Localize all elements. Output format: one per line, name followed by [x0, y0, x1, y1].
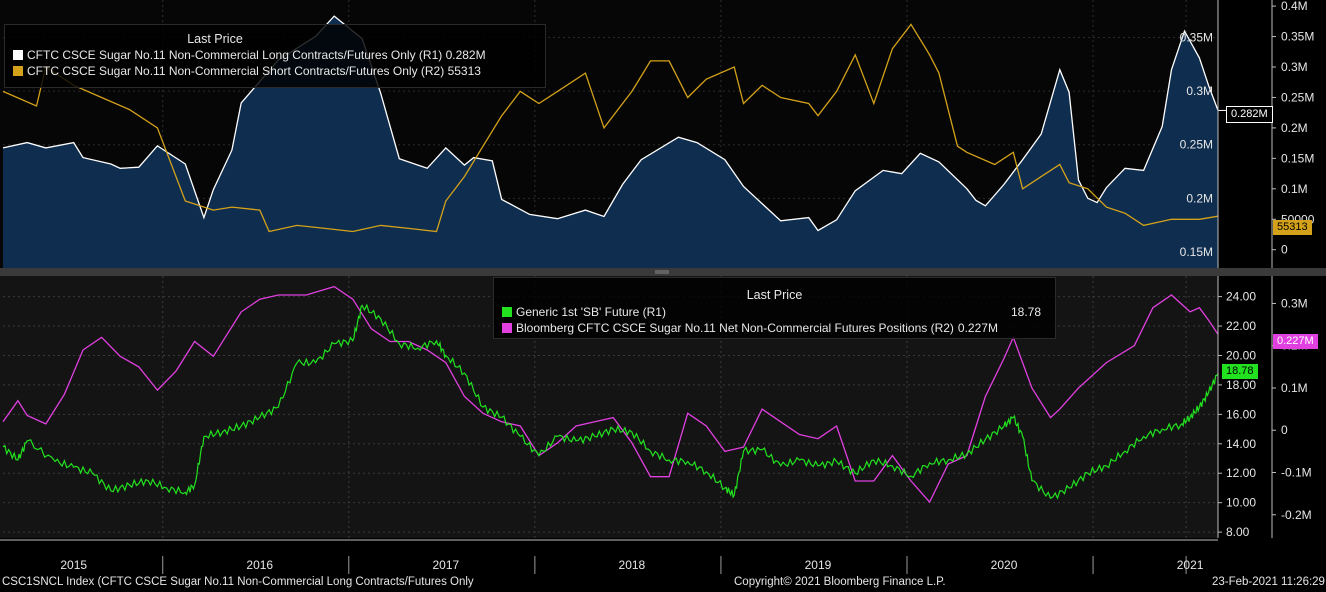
bottom-left-axis-tick: 14.00 — [1226, 437, 1256, 451]
x-axis-year-label: 2018 — [619, 558, 646, 572]
short-swatch — [13, 66, 23, 76]
bottom-left-axis-tick: 8.00 — [1226, 525, 1250, 539]
top-legend-long-text: CFTC CSCE Sugar No.11 Non-Commercial Lon… — [27, 48, 486, 62]
x-axis-year-label: 2015 — [60, 558, 87, 572]
top-right-axis-tick: 0.3M — [1281, 60, 1308, 74]
bottom-left-axis-tick: 10.00 — [1226, 496, 1256, 510]
x-axis-year-label: 2020 — [991, 558, 1018, 572]
net-positions-line — [2, 285, 1219, 504]
panel-divider — [0, 268, 1326, 276]
top-legend-row-long: CFTC CSCE Sugar No.11 Non-Commercial Lon… — [5, 47, 545, 63]
top-left-axis-tick: 0.3M — [1186, 84, 1213, 98]
sugar-future-line — [2, 303, 1219, 500]
top-right-axis-tick: 0.1M — [1281, 182, 1308, 196]
bottom-right-axis-tick: 0.3M — [1281, 296, 1308, 310]
bottom-legend-net-label: Bloomberg CFTC CSCE Sugar No.11 Net Non-… — [516, 321, 954, 335]
x-axis-year-label: 2017 — [432, 558, 459, 572]
bottom-left-axis-tick: 18.00 — [1226, 378, 1256, 392]
net-last-tag: 0.227M — [1273, 334, 1318, 349]
top-right-axis-tick: 0.15M — [1281, 151, 1314, 165]
footer-center: Copyright© 2021 Bloomberg Finance L.P. — [734, 576, 946, 588]
bottom-legend: Last Price Generic 1st 'SB' Future (R1) … — [493, 277, 1056, 339]
bottom-right-axis-tick: 0.1M — [1281, 381, 1308, 395]
x-axis-band — [0, 538, 1326, 574]
sugar-last-tag: 18.78 — [1222, 364, 1258, 379]
long-swatch — [13, 50, 23, 60]
bottom-legend-title: Last Price — [746, 288, 803, 302]
bottom-left-axis-tick: 24.00 — [1226, 290, 1256, 304]
footer-right: 23-Feb-2021 11:26:29 — [1212, 576, 1325, 588]
sugar-swatch — [502, 307, 512, 317]
bottom-legend-sugar-label: Generic 1st 'SB' Future (R1) — [516, 305, 666, 319]
footer-left: CSC1SNCL Index (CFTC CSCE Sugar No.11 No… — [2, 576, 474, 588]
bottom-left-axis-tick: 16.00 — [1226, 407, 1256, 421]
bottom-left-axis-tick: 20.00 — [1226, 348, 1256, 362]
bottom-right-axis-tick: 0 — [1281, 423, 1288, 437]
bottom-legend-row-sugar: Generic 1st 'SB' Future (R1) 18.78 — [494, 304, 1055, 320]
top-left-axis-tick: 0.15M — [1180, 245, 1213, 259]
long-last-tag: 0.282M — [1226, 106, 1273, 123]
top-left-axis-tick: 0.35M — [1180, 31, 1213, 45]
top-right-axis-tick: 0.25M — [1281, 90, 1314, 104]
x-axis-year-label: 2016 — [246, 558, 273, 572]
top-legend-row-short: CFTC CSCE Sugar No.11 Non-Commercial Sho… — [5, 63, 545, 79]
top-legend-short-text: CFTC CSCE Sugar No.11 Non-Commercial Sho… — [27, 64, 481, 78]
top-left-axis-tick: 0.2M — [1186, 191, 1213, 205]
bottom-left-axis-tick: 22.00 — [1226, 319, 1256, 333]
short-contracts-line — [2, 23, 1219, 233]
bottom-right-axis-tick: -0.2M — [1281, 508, 1312, 522]
top-legend-title: Last Price — [187, 32, 243, 46]
top-right-axis-tick: 0.35M — [1281, 30, 1314, 44]
bottom-legend-sugar-value: 18.78 — [1010, 305, 1041, 319]
top-legend: Last Price CFTC CSCE Sugar No.11 Non-Com… — [4, 24, 546, 88]
top-left-axis-tick: 0.25M — [1180, 138, 1213, 152]
top-right-axis-tick: 0.2M — [1281, 121, 1308, 135]
x-axis-year-label: 2021 — [1177, 558, 1204, 572]
x-axis-year-label: 2019 — [805, 558, 832, 572]
top-right-axis-tick: 0 — [1281, 243, 1288, 257]
top-right-axis-tick: 0.4M — [1281, 0, 1308, 13]
bottom-left-axis-tick: 12.00 — [1226, 466, 1256, 480]
bottom-legend-net-value: 0.227M — [957, 321, 998, 335]
bottom-right-axis-tick: -0.1M — [1281, 466, 1312, 480]
bottom-legend-row-net: Bloomberg CFTC CSCE Sugar No.11 Net Non-… — [494, 320, 1055, 336]
short-last-tag: 55313 — [1273, 220, 1312, 235]
net-swatch — [502, 323, 512, 333]
